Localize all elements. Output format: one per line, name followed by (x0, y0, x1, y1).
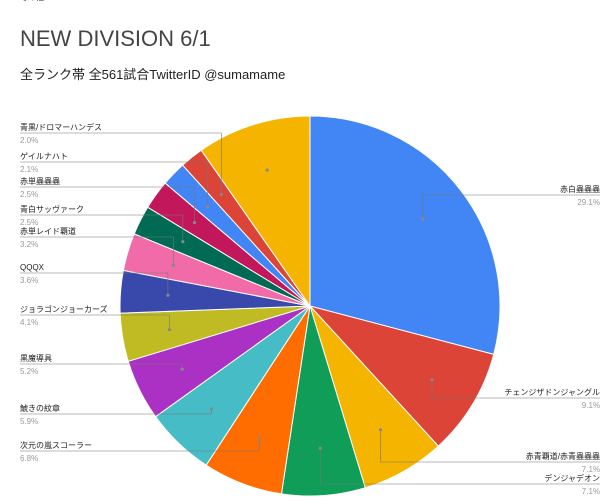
pie-slice-14 (200, 115, 311, 308)
slice-label-pct-5: 5.9% (20, 417, 38, 426)
slice-label-pct-7: 4.1% (20, 318, 38, 327)
slice-label-name-2: 赤青覇道/赤青蟲蟲蟲 (526, 451, 600, 461)
slice-label-pct-0: 29.1% (577, 198, 600, 207)
slice-label-name-8: QQQX (20, 263, 45, 272)
slice-label-pct-4: 6.8% (20, 454, 38, 463)
slice-label-9: 赤単レイド覇道 3.2% (20, 226, 175, 267)
leader-dot-2 (379, 428, 383, 432)
slice-label-pct-11: 2.5% (20, 190, 38, 199)
slice-label-pct-12: 2.1% (20, 165, 38, 174)
slice-label-2: 赤青覇道/赤青蟲蟲蟲 7.1% (379, 428, 600, 474)
slice-label-name-10: 青白サッヴァーク (20, 204, 84, 214)
slice-label-8: QQQX 3.6% (20, 263, 170, 297)
slice-label-6: 黒魔導具 5.2% (20, 353, 184, 376)
leader-line-10 (20, 214, 184, 242)
leader-line-3 (319, 448, 600, 485)
slice-label-name-11: 赤単蟲蟲蟲 (20, 176, 60, 186)
slice-label-name-0: 赤白蟲蟲蟲 (560, 184, 600, 194)
leader-dot-10 (181, 240, 185, 244)
chart-title: NEW DIVISION 6/1 (20, 26, 211, 51)
slice-label-pct-6: 5.2% (20, 367, 38, 376)
leader-dot-11 (192, 221, 197, 225)
leader-line-1 (431, 379, 600, 399)
slice-label-0: 赤白蟲蟲蟲 29.1% (421, 184, 600, 221)
slice-label-5: 鯱きの紋章 5.9% (20, 403, 214, 426)
leader-dot-9 (171, 263, 175, 267)
slice-label-name-4: 次元の嵐スコーラー (20, 440, 92, 450)
slice-label-name-12: ゲイルナハト (20, 151, 68, 161)
leader-dot-7 (167, 328, 172, 332)
slice-label-13: 青黒/ドロマーハンデス 2.0% (20, 122, 223, 197)
slice-label-1: チェンジザドンジャングル 9.1% (430, 378, 600, 410)
leader-line-4 (20, 439, 260, 452)
pie-slice-0 (309, 115, 501, 356)
leader-line-8 (20, 272, 169, 296)
leader-dot-5 (209, 407, 214, 411)
slice-label-pct-9: 3.2% (20, 240, 38, 249)
leader-dot-4 (257, 437, 261, 441)
chart-subtitle: 全ランク帯 全561試合TwitterID @sumamame (20, 67, 286, 82)
slice-label-pct-3: 7.1% (582, 487, 600, 496)
slice-label-name-9: 赤単レイド覇道 (20, 226, 76, 236)
slice-label-name-7: ジョラゴンジョーカーズ (20, 304, 108, 314)
slice-label-name-13: 青黒/ドロマーハンデス (20, 122, 102, 132)
leader-line-5 (20, 409, 212, 415)
leader-dot-8 (166, 293, 170, 297)
slice-label-7: ジョラゴンジョーカーズ 4.1% (20, 304, 172, 332)
leader-line-13 (20, 132, 222, 195)
leader-dot-3 (318, 446, 322, 450)
slice-label-name-14: その他 (20, 0, 44, 2)
slice-label-11: 赤単蟲蟲蟲 2.5% (20, 176, 197, 225)
slice-label-10: 青白サッヴァーク 2.5% (20, 204, 185, 244)
leader-line-9 (20, 236, 174, 266)
leader-line-2 (380, 429, 600, 463)
leader-dot-0 (421, 217, 425, 221)
slice-label-pct-1: 9.1% (582, 401, 600, 410)
slice-label-pct-8: 3.6% (20, 276, 38, 285)
slice-label-pct-2: 7.1% (582, 465, 600, 474)
leader-dot-14 (265, 168, 269, 172)
leader-line-12 (20, 161, 208, 207)
pie-slice-1 (308, 305, 495, 447)
slice-label-name-6: 黒魔導具 (20, 353, 52, 363)
slice-label-name-5: 鯱きの紋章 (20, 403, 60, 413)
leader-dot-12 (206, 205, 210, 209)
slice-label-4: 次元の嵐スコーラー 6.8% (20, 437, 261, 463)
leader-dot-1 (430, 378, 434, 382)
slice-label-pct-10: 2.5% (20, 218, 38, 227)
slice-label-pct-14: 9.7% (20, 0, 38, 2)
slice-label-name-1: チェンジザドンジャングル (504, 387, 600, 397)
leader-line-11 (20, 186, 195, 223)
leader-line-7 (20, 314, 170, 330)
slice-label-14: その他9.7% (20, 0, 269, 172)
leader-dot-13 (219, 192, 223, 197)
leader-dot-6 (180, 367, 184, 371)
leader-line-6 (20, 363, 183, 370)
slice-label-pct-13: 2.0% (20, 136, 38, 145)
slice-label-name-3: デンジャデオン (544, 473, 600, 483)
slice-label-12: ゲイルナハト 2.1% (20, 151, 210, 209)
leader-line-0 (422, 194, 600, 219)
